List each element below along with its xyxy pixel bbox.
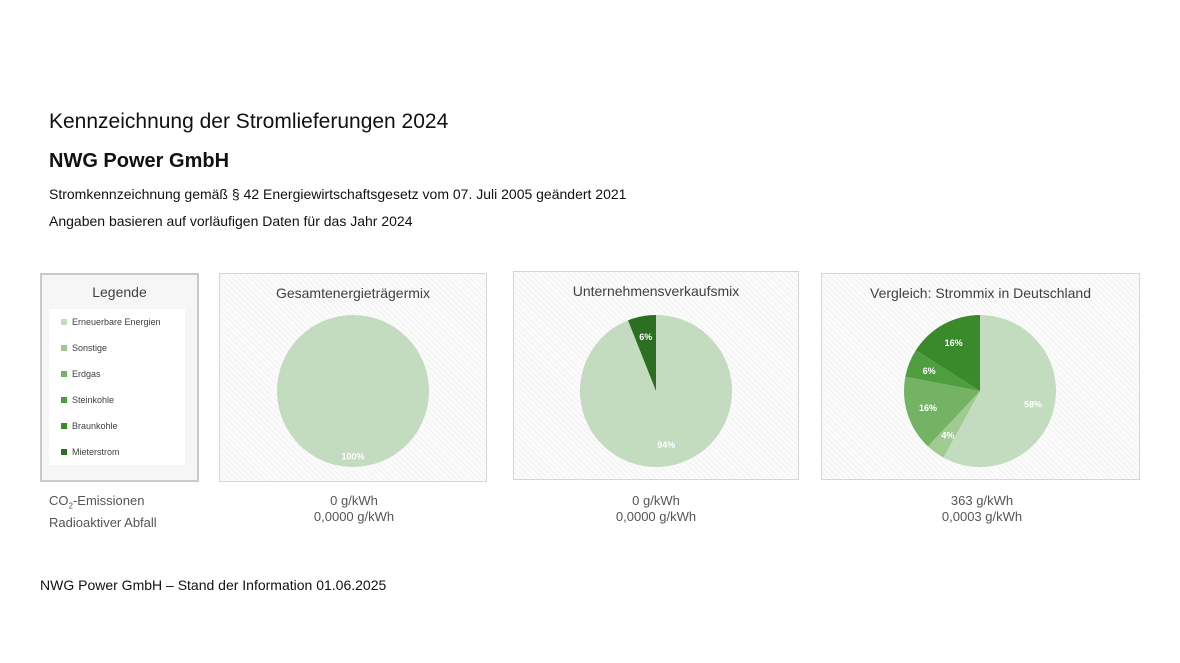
pie-data-label: 100% xyxy=(341,451,364,461)
co2-value: 0 g/kWh xyxy=(632,493,680,508)
chart-title: Unternehmensverkaufsmix xyxy=(572,283,740,299)
legend-swatch xyxy=(61,344,67,351)
legend-title: Legende xyxy=(92,284,147,300)
waste-value: 0,0000 g/kWh xyxy=(313,509,395,524)
legend-swatch xyxy=(61,396,67,403)
co2-value: 0 g/kWh xyxy=(330,493,378,508)
emissions-values-deutschland: 363 g/kWh 0,0003 g/kWh xyxy=(912,493,1052,525)
emissions-values-gesamt: 0 g/kWh 0,0000 g/kWh xyxy=(284,493,424,525)
subtitle-legal: Stromkennzeichnung gemäß § 42 Energiewir… xyxy=(49,186,627,202)
legend-item-mieterstrom: Mieterstrom xyxy=(61,446,120,458)
legend-item-sonstige: Sonstige xyxy=(61,342,107,354)
legend-swatch xyxy=(61,448,67,455)
legend-label: Erneuerbare Energien xyxy=(72,317,161,327)
co2-value: 363 g/kWh xyxy=(950,493,1014,508)
pie-data-label: 16% xyxy=(945,338,963,348)
legend-list: Erneuerbare Energien Sonstige Erdgas Ste… xyxy=(49,309,185,465)
pie-slice-erneuerbare-energien xyxy=(277,315,429,467)
legend-item-steinkohle: Steinkohle xyxy=(61,394,114,406)
pie-slice-erneuerbare-energien xyxy=(943,315,1056,467)
legend-label: Erdgas xyxy=(72,369,101,379)
footer-note: NWG Power GmbH – Stand der Information 0… xyxy=(40,577,387,593)
legend-label: Mieterstrom xyxy=(72,447,120,457)
co2-label: CO2-Emissionen xyxy=(49,493,145,511)
legend-swatch xyxy=(61,370,67,377)
legend-item-erneuerbare: Erneuerbare Energien xyxy=(61,316,161,328)
pie-data-label: 16% xyxy=(919,403,937,413)
pie-data-label: 94% xyxy=(657,440,675,450)
pie-data-label: 6% xyxy=(923,366,936,376)
waste-value: 0,0000 g/kWh xyxy=(615,509,697,524)
subtitle-data-basis: Angaben basieren auf vorläufigen Daten f… xyxy=(49,213,413,229)
pie-slice-steinkohle xyxy=(905,350,980,391)
emissions-values-unternehmen: 0 g/kWh 0,0000 g/kWh xyxy=(586,493,726,525)
pie-slice-mieterstrom xyxy=(628,315,656,391)
pie-chart-strommix-deutschland: 58% 4% 16% 6% 16% xyxy=(904,315,1056,467)
legend-panel: Legende Erneuerbare Energien Sonstige Er… xyxy=(40,273,199,482)
pie-chart-unternehmensverkaufsmix: 94% 6% xyxy=(580,315,732,467)
legend-item-braunkohle: Braunkohle xyxy=(61,420,118,432)
waste-value: 0,0003 g/kWh xyxy=(941,509,1023,524)
legend-label: Steinkohle xyxy=(72,395,115,405)
legend-swatch xyxy=(61,318,67,325)
pie-data-label: 58% xyxy=(1024,400,1042,410)
legend-item-erdgas: Erdgas xyxy=(61,368,101,380)
pie-slice-sonstige xyxy=(927,391,980,458)
pie-data-label: 6% xyxy=(639,332,652,342)
pie-chart-gesamtenergietraegermix: 100% xyxy=(277,315,429,467)
emissions-labels: CO2-Emissionen Radioaktiver Abfall xyxy=(49,493,157,531)
chart-title: Gesamtenergieträgermix xyxy=(275,285,431,301)
legend-label: Sonstige xyxy=(72,343,108,353)
legend-swatch xyxy=(61,422,67,429)
company-name: NWG Power GmbH xyxy=(49,150,230,172)
pie-data-label: 4% xyxy=(941,430,954,440)
pie-slice-braunkohle xyxy=(915,315,980,391)
waste-label: Radioaktiver Abfall xyxy=(49,514,157,530)
page-title: Kennzeichnung der Stromlieferungen 2024 xyxy=(49,110,449,133)
chart-title: Vergleich: Strommix in Deutschland xyxy=(870,285,1091,301)
pie-slice-erdgas xyxy=(904,376,980,447)
legend-label: Braunkohle xyxy=(72,421,118,431)
